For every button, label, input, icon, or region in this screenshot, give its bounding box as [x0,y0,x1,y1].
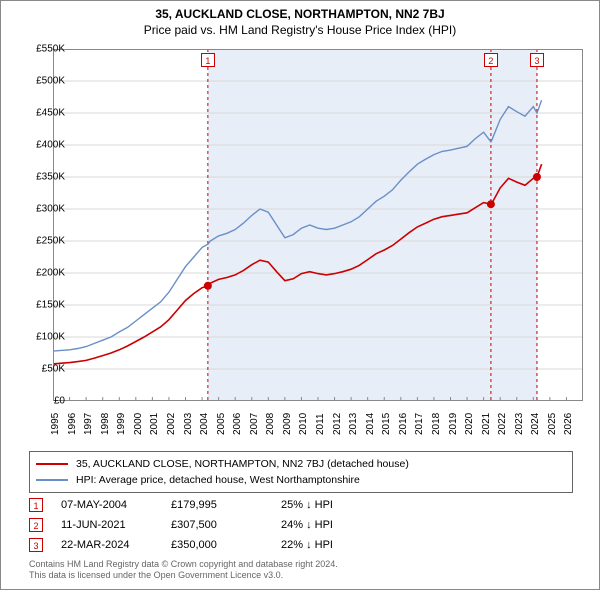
chart-svg [53,49,583,401]
event-marker-box: 1 [201,53,215,67]
x-tick-label: 2008 [265,413,276,435]
x-tick-label: 2016 [398,413,409,435]
x-tick-label: 2009 [282,413,293,435]
chart-title: 35, AUCKLAND CLOSE, NORTHAMPTON, NN2 7BJ [1,7,599,21]
y-tick-label: £0 [54,396,65,407]
x-tick-label: 2017 [414,413,425,435]
y-tick-label: £300K [36,204,65,215]
event-number-box: 3 [29,538,43,552]
event-number-box: 2 [29,518,43,532]
x-tick-label: 2013 [348,413,359,435]
x-tick-label: 2012 [332,413,343,435]
event-delta: 24% ↓ HPI [281,519,401,531]
event-date: 11-JUN-2021 [61,519,171,531]
event-date: 22-MAR-2024 [61,539,171,551]
x-tick-label: 2021 [481,413,492,435]
y-tick-label: £350K [36,172,65,183]
x-tick-label: 2002 [166,413,177,435]
x-tick-label: 1998 [100,413,111,435]
x-tick-label: 2023 [514,413,525,435]
y-tick-label: £400K [36,140,65,151]
x-tick-label: 2022 [497,413,508,435]
legend: 35, AUCKLAND CLOSE, NORTHAMPTON, NN2 7BJ… [29,451,573,493]
legend-label: HPI: Average price, detached house, West… [76,474,360,486]
event-row: 1 07-MAY-2004£179,99525% ↓ HPI [29,495,401,515]
event-price: £179,995 [171,499,281,511]
x-tick-label: 2011 [315,413,326,435]
x-tick-label: 1999 [116,413,127,435]
x-tick-label: 2019 [448,413,459,435]
y-tick-label: £150K [36,300,65,311]
legend-label: 35, AUCKLAND CLOSE, NORTHAMPTON, NN2 7BJ… [76,458,409,470]
y-tick-label: £250K [36,236,65,247]
event-row: 2 11-JUN-2021£307,50024% ↓ HPI [29,515,401,535]
event-row: 3 22-MAR-2024£350,00022% ↓ HPI [29,535,401,555]
legend-swatch [36,463,68,465]
x-tick-label: 2025 [547,413,558,435]
y-tick-label: £550K [36,44,65,55]
event-price: £350,000 [171,539,281,551]
legend-row: 35, AUCKLAND CLOSE, NORTHAMPTON, NN2 7BJ… [36,456,566,472]
x-tick-label: 2007 [249,413,260,435]
y-tick-label: £450K [36,108,65,119]
x-tick-label: 2010 [298,413,309,435]
event-number-box: 1 [29,498,43,512]
event-price: £307,500 [171,519,281,531]
x-tick-label: 2004 [199,413,210,435]
legend-row: HPI: Average price, detached house, West… [36,472,566,488]
chart-area [53,49,583,401]
x-tick-label: 2006 [232,413,243,435]
footer-line1: Contains HM Land Registry data © Crown c… [29,559,338,570]
y-tick-label: £50K [42,364,65,375]
y-tick-label: £100K [36,332,65,343]
chart-container: 35, AUCKLAND CLOSE, NORTHAMPTON, NN2 7BJ… [0,0,600,590]
event-marker-box: 2 [484,53,498,67]
event-delta: 25% ↓ HPI [281,499,401,511]
events-table: 1 07-MAY-2004£179,99525% ↓ HPI 2 11-JUN-202… [29,495,401,555]
x-tick-label: 2014 [365,413,376,435]
x-tick-label: 1995 [50,413,61,435]
footer-line2: This data is licensed under the Open Gov… [29,570,338,581]
x-tick-label: 2003 [183,413,194,435]
chart-subtitle: Price paid vs. HM Land Registry's House … [1,23,599,37]
y-tick-label: £500K [36,76,65,87]
event-date: 07-MAY-2004 [61,499,171,511]
x-tick-label: 2015 [381,413,392,435]
x-tick-label: 2018 [431,413,442,435]
footer: Contains HM Land Registry data © Crown c… [29,559,338,582]
x-tick-label: 2001 [149,413,160,435]
x-tick-label: 2020 [464,413,475,435]
event-delta: 22% ↓ HPI [281,539,401,551]
title-block: 35, AUCKLAND CLOSE, NORTHAMPTON, NN2 7BJ… [1,1,599,37]
x-tick-label: 2000 [133,413,144,435]
x-tick-label: 2026 [563,413,574,435]
x-tick-label: 1996 [67,413,78,435]
event-marker-box: 3 [530,53,544,67]
y-tick-label: £200K [36,268,65,279]
x-tick-label: 2005 [216,413,227,435]
x-tick-label: 2024 [530,413,541,435]
legend-swatch [36,479,68,481]
x-tick-label: 1997 [83,413,94,435]
